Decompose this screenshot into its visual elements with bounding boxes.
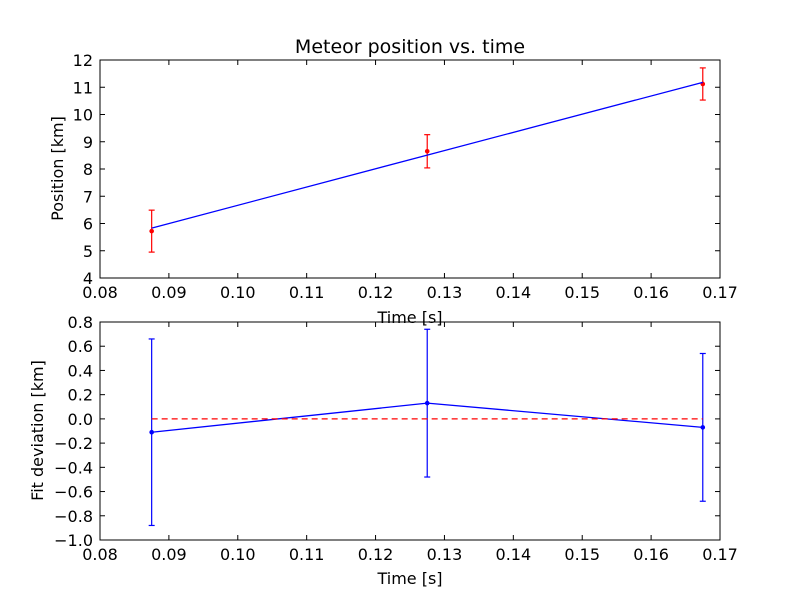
deviation-plot-x-tick-label: 0.17 <box>702 545 738 564</box>
position-plot: Meteor position vs. time Time [s] Positi… <box>48 36 738 327</box>
position-plot-fit-line <box>151 81 703 229</box>
position-plot-x-tick-label: 0.09 <box>151 283 187 302</box>
position-plot-y-tick-label: 4 <box>83 269 93 288</box>
position-plot-y-tick-label: 12 <box>73 51 93 70</box>
position-plot-y-tick-label: 10 <box>73 106 93 125</box>
position-plot-y-tick-label: 7 <box>83 187 93 206</box>
deviation-plot-x-tick-label: 0.16 <box>633 545 669 564</box>
position-plot-y-tick-label: 9 <box>83 133 93 152</box>
position-plot-axes-frame <box>99 59 721 279</box>
deviation-plot-x-tick-label: 0.09 <box>151 545 187 564</box>
position-plot-x-tick-label: 0.15 <box>564 283 600 302</box>
deviation-plot-x-tick-label: 0.11 <box>289 545 325 564</box>
position-plot-x-tick-label: 0.10 <box>220 283 256 302</box>
deviation-plot-x-tick-label: 0.13 <box>427 545 463 564</box>
deviation-plot-y-tick-label: −0.2 <box>54 434 93 453</box>
position-plot-x-tick-label: 0.14 <box>496 283 532 302</box>
deviation-plot-y-tick-label: 0.4 <box>68 361 93 380</box>
deviation-plot-y-tick-label: −0.8 <box>54 507 93 526</box>
deviation-plot-y-tick-label: 0.6 <box>68 337 93 356</box>
deviation-plot-data-point <box>700 425 706 430</box>
deviation-plot-axes-frame <box>99 321 721 541</box>
deviation-plot-y-tick-label: −1.0 <box>54 531 93 550</box>
deviation-plot-data-point <box>424 400 430 406</box>
deviation-plot-y-axis-label: Fit deviation [km] <box>28 360 47 501</box>
position-plot-x-tick-label: 0.17 <box>702 283 738 302</box>
deviation-plot-y-tick-label: −0.4 <box>54 458 93 477</box>
position-plot-x-tick-label: 0.11 <box>289 283 325 302</box>
deviation-plot-y-tick-label: 0.8 <box>68 313 93 332</box>
deviation-plot-x-tick-label: 0.14 <box>496 545 532 564</box>
deviation-plot-x-tick-label: 0.12 <box>358 545 394 564</box>
position-plot-data-point <box>424 148 430 154</box>
position-plot-x-tick-label: 0.12 <box>358 283 394 302</box>
deviation-plot: Time [s] Fit deviation [km] 0.08 0.09 0.10… <box>28 313 738 588</box>
deviation-plot-x-tick-label: 0.08 <box>82 545 118 564</box>
position-plot-y-axis-label: Position [km] <box>48 116 67 221</box>
deviation-plot-y-tick-label: −0.6 <box>54 483 93 502</box>
deviation-plot-y-tick-label: 0.0 <box>68 410 93 429</box>
position-plot-x-tick-label: 0.16 <box>633 283 669 302</box>
deviation-plot-data-point <box>149 429 154 435</box>
deviation-plot-x-tick-label: 0.15 <box>564 545 600 564</box>
position-plot-data-point <box>149 228 154 234</box>
deviation-plot-x-tick-label: 0.10 <box>220 545 256 564</box>
deviation-plot-y-tick-label: 0.2 <box>68 386 93 405</box>
position-plot-y-tick-label: 8 <box>83 160 93 179</box>
position-plot-x-axis-label: Time [s] <box>376 308 442 327</box>
position-plot-title: Meteor position vs. time <box>295 36 525 58</box>
position-plot-x-tick-label: 0.13 <box>427 283 463 302</box>
position-plot-y-tick-label: 11 <box>73 78 93 97</box>
position-plot-y-tick-label: 5 <box>83 242 93 261</box>
position-plot-y-tick-label: 6 <box>83 215 93 234</box>
deviation-plot-x-axis-label: Time [s] <box>376 569 442 588</box>
position-plot-x-tick-label: 0.08 <box>82 283 118 302</box>
